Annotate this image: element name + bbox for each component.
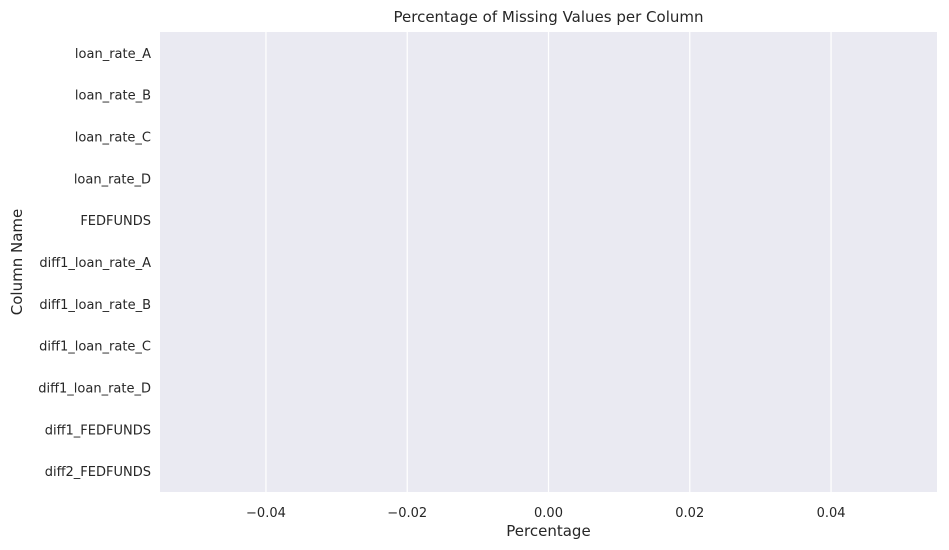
y-tick-label: diff1_loan_rate_C <box>39 340 151 355</box>
x-tick-labels: −0.04 −0.02 0.00 0.02 0.04 <box>246 506 845 521</box>
y-tick-label: loan_rate_D <box>74 172 151 187</box>
y-tick-label: loan_rate_A <box>75 47 151 62</box>
x-tick-label: −0.04 <box>246 506 286 521</box>
grid-lines <box>265 32 832 492</box>
y-tick-label: diff1_loan_rate_D <box>38 381 151 396</box>
y-tick-label: diff1_FEDFUNDS <box>45 423 151 438</box>
x-tick-label: 0.04 <box>817 506 846 521</box>
y-tick-label: diff2_FEDFUNDS <box>45 465 151 480</box>
y-tick-labels: loan_rate_A loan_rate_B loan_rate_C loan_ra… <box>38 47 151 480</box>
y-axis-title: Column Name <box>8 209 26 315</box>
x-tick-label: 0.00 <box>534 506 563 521</box>
chart-title: Percentage of Missing Values per Column <box>394 8 704 26</box>
y-tick-label: diff1_loan_rate_A <box>39 256 151 271</box>
x-tick-label: 0.02 <box>675 506 704 521</box>
x-axis-title: Percentage <box>506 522 590 540</box>
y-tick-label: diff1_loan_rate_B <box>39 298 151 313</box>
x-tick-label: −0.02 <box>387 506 427 521</box>
y-tick-label: FEDFUNDS <box>80 214 151 229</box>
y-tick-label: loan_rate_B <box>75 89 151 104</box>
y-tick-label: loan_rate_C <box>75 131 151 146</box>
